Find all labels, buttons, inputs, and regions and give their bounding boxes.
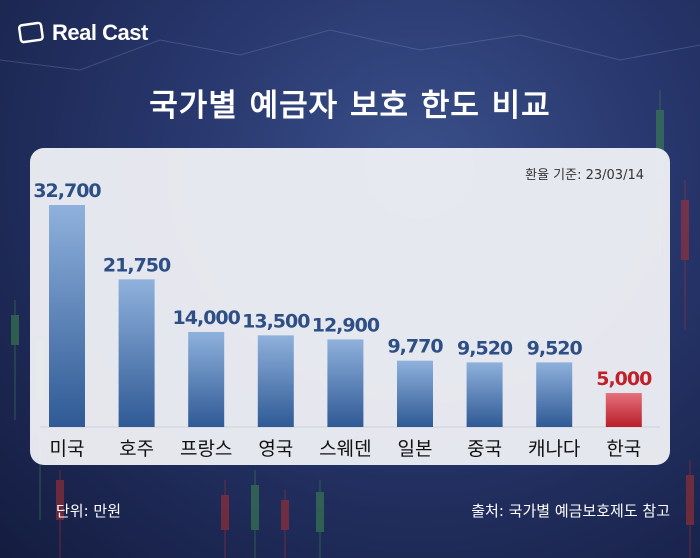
- unit-label: 단위: 만원: [56, 502, 122, 520]
- category-label-9: 한국: [606, 438, 641, 460]
- bar-7: [466, 362, 503, 427]
- data-label-2: 21,750: [103, 254, 171, 276]
- category-label-2: 호주: [119, 438, 154, 460]
- bar-3: [188, 331, 225, 427]
- bar-5: [327, 339, 364, 427]
- category-label-3: 프랑스: [180, 438, 232, 460]
- category-label-5: 스웨덴: [319, 438, 371, 460]
- category-label-8: 캐나다: [528, 438, 580, 460]
- data-label-9: 5,000: [596, 368, 652, 390]
- bar-1: [49, 205, 85, 427]
- data-label-6: 9,770: [387, 336, 443, 358]
- data-label-8: 9,520: [527, 337, 583, 359]
- category-label-1: 미국: [50, 438, 85, 460]
- category-label-7: 중국: [467, 438, 502, 460]
- bar-6: [397, 360, 433, 427]
- data-label-3: 14,000: [173, 307, 241, 329]
- source-label: 출처: 국가별 예금보호제도 참고: [471, 502, 670, 520]
- page-title: 국가별 예금자 보호 한도 비교: [149, 88, 551, 124]
- bar-chart: 32,700 미국 21,750 호주 14,000 프랑스 13,500 영국 12,900 스…: [33, 180, 660, 460]
- data-label-5: 12,900: [312, 314, 380, 336]
- bar-8: [536, 362, 573, 427]
- exchange-rate-note: 환율 기준: 23/03/14: [525, 168, 644, 183]
- bar-4: [257, 335, 294, 427]
- data-label-4: 13,500: [242, 310, 310, 332]
- category-label-4: 영국: [258, 438, 293, 460]
- data-label-7: 9,520: [457, 337, 513, 359]
- brand-name: Real Cast: [52, 20, 148, 45]
- bar-2: [118, 279, 155, 427]
- category-label-6: 일본: [398, 438, 433, 460]
- brand-logo: Real Cast: [18, 20, 148, 46]
- bar-9: [605, 393, 642, 427]
- logo-icon: [18, 21, 44, 44]
- data-label-1: 32,700: [33, 180, 101, 202]
- chart-panel: 환율 기준: 23/03/14 32,700 미국 21,750 호주 14,000 프랑…: [30, 148, 670, 465]
